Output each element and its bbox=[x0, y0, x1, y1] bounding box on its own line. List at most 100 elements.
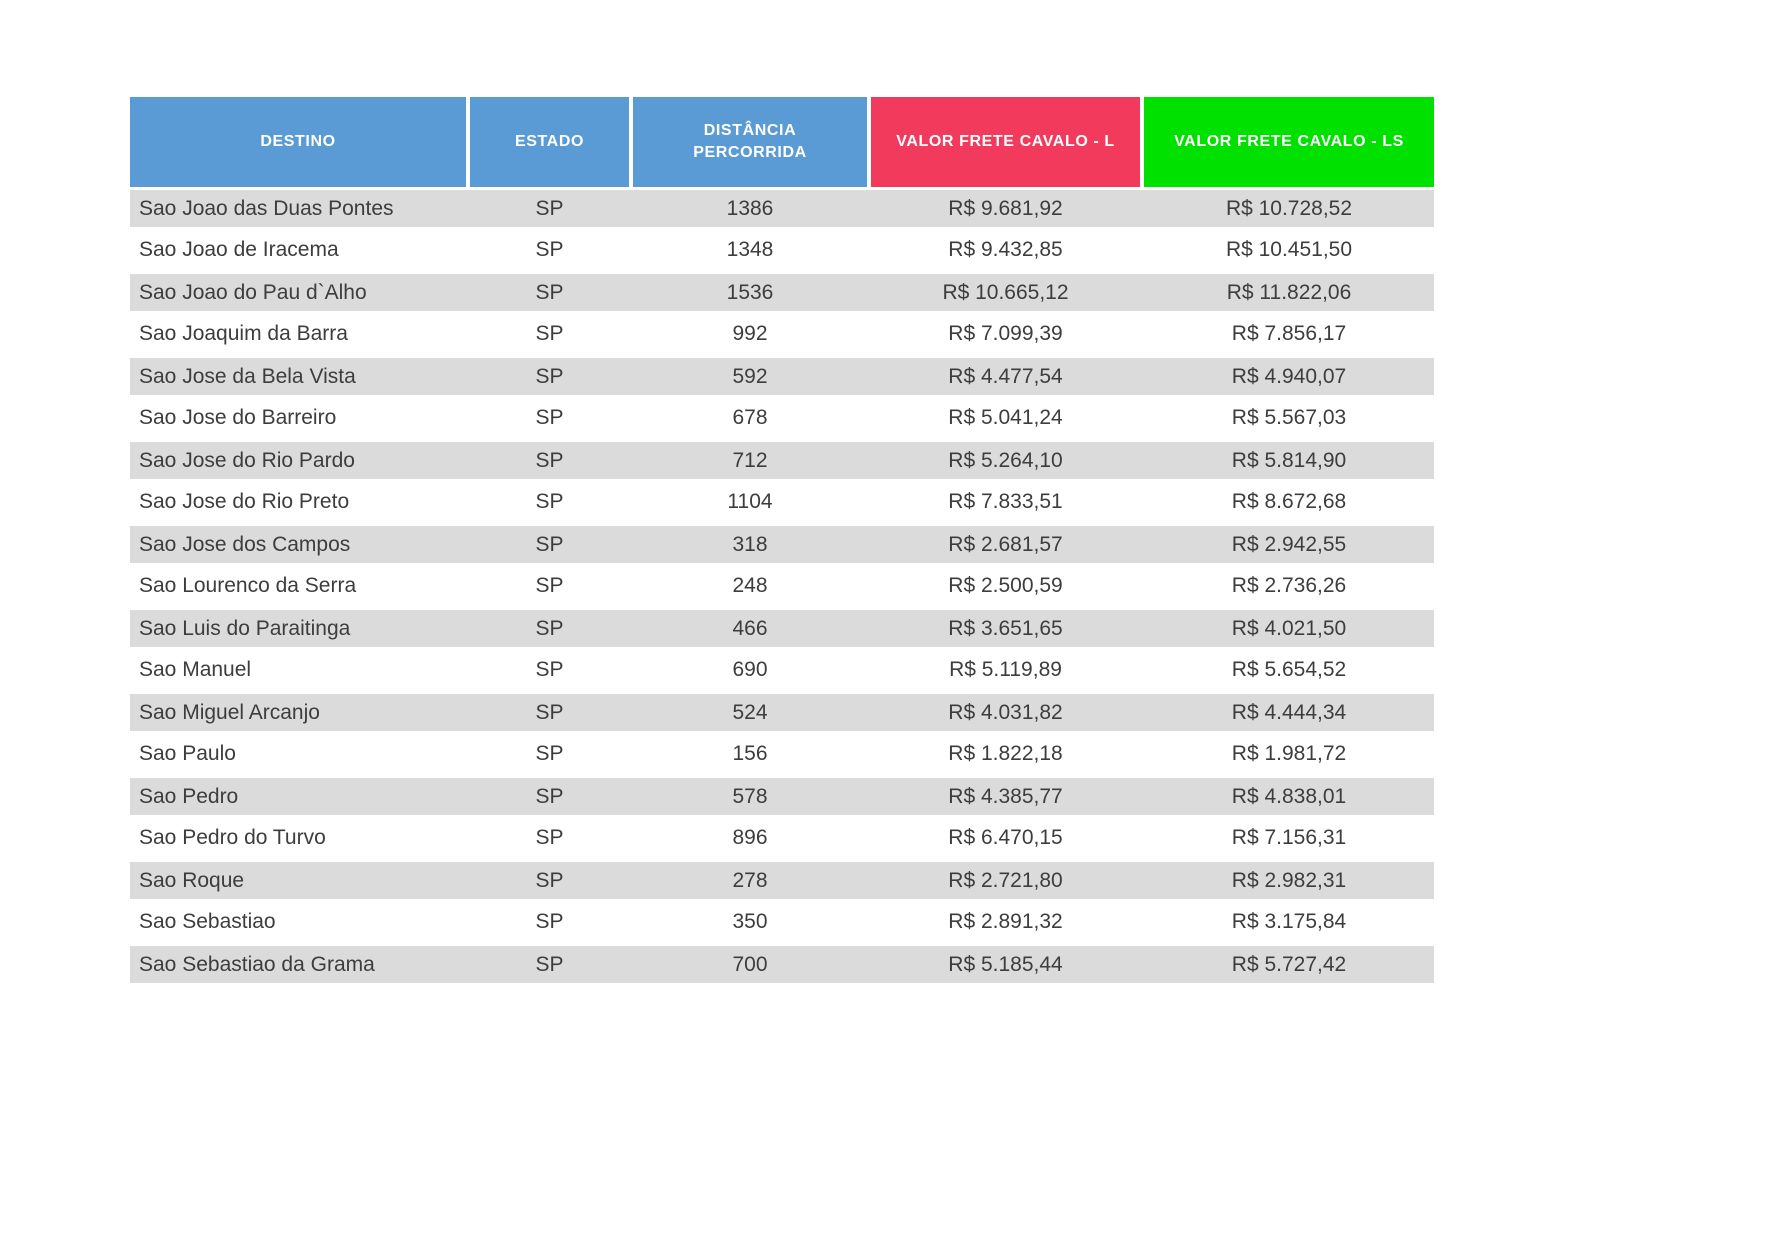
cell-estado: SP bbox=[535, 406, 564, 429]
cell-estado: SP bbox=[535, 490, 564, 513]
cell-destino: Sao Luis do Paraitinga bbox=[139, 616, 351, 640]
cell-destino: Sao Miguel Arcanjo bbox=[139, 700, 320, 724]
cell-distancia: 578 bbox=[732, 784, 768, 808]
cell-valor-ls: R$ 4.021,50 bbox=[1231, 616, 1347, 640]
cell-destino: Sao Sebastiao bbox=[139, 910, 276, 933]
table-row: Sao Manuel SP 690 R$ 5.119,89 R$ 5.654,52 bbox=[130, 649, 1434, 691]
cell-valor-ls: R$ 7.856,17 bbox=[1231, 322, 1347, 345]
cell-destino: Sao Jose da Bela Vista bbox=[139, 364, 356, 388]
cell-destino: Sao Roque bbox=[139, 868, 245, 892]
cell-valor-l: R$ 9.432,85 bbox=[948, 238, 1063, 261]
cell-distancia: 1536 bbox=[726, 280, 774, 304]
cell-estado: SP bbox=[535, 574, 564, 597]
cell-valor-ls: R$ 7.156,31 bbox=[1231, 826, 1347, 849]
cell-destino: Sao Jose dos Campos bbox=[139, 532, 351, 556]
cell-valor-l: R$ 9.681,92 bbox=[948, 196, 1063, 220]
header-cell-valor-frete-cavalo-ls: VALOR FRETE CAVALO - LS bbox=[1144, 97, 1434, 187]
cell-estado: SP bbox=[535, 910, 564, 933]
table-row: Sao Sebastiao SP 350 R$ 2.891,32 R$ 3.175,84 bbox=[130, 901, 1434, 943]
cell-distancia: 992 bbox=[732, 322, 768, 345]
cell-valor-ls: R$ 4.444,34 bbox=[1231, 700, 1347, 724]
cell-distancia: 278 bbox=[732, 868, 768, 892]
cell-valor-l: R$ 5.264,10 bbox=[948, 448, 1063, 472]
table-row: Sao Lourenco da Serra SP 248 R$ 2.500,59 R$ … bbox=[130, 565, 1434, 607]
cell-valor-ls: R$ 10.451,50 bbox=[1225, 238, 1353, 261]
cell-valor-l: R$ 2.681,57 bbox=[948, 532, 1063, 556]
cell-distancia: 524 bbox=[732, 700, 768, 724]
table-row: Sao Jose do Rio Preto SP 1104 R$ 7.833,51 R$… bbox=[130, 481, 1434, 523]
cell-estado: SP bbox=[535, 280, 564, 304]
cell-estado: SP bbox=[535, 238, 564, 261]
cell-estado: SP bbox=[535, 448, 564, 472]
cell-distancia: 350 bbox=[732, 910, 768, 933]
cell-estado: SP bbox=[535, 868, 564, 892]
cell-valor-l: R$ 5.185,44 bbox=[948, 952, 1063, 976]
table-row: Sao Jose do Rio Pardo SP 712 R$ 5.264,10 R$ … bbox=[130, 439, 1434, 481]
cell-valor-l: R$ 2.500,59 bbox=[948, 574, 1063, 597]
table-row: Sao Joaquim da Barra SP 992 R$ 7.099,39 R$ 7… bbox=[130, 313, 1434, 355]
cell-distancia: 1348 bbox=[726, 238, 774, 261]
table-row: Sao Luis do Paraitinga SP 466 R$ 3.651,65 R$… bbox=[130, 607, 1434, 649]
cell-destino: Sao Sebastiao da Grama bbox=[139, 952, 375, 976]
cell-valor-l: R$ 7.833,51 bbox=[948, 490, 1063, 513]
cell-distancia: 700 bbox=[732, 952, 768, 976]
header-cell-distancia-percorrida: DISTÂNCIA PERCORRIDA bbox=[633, 97, 867, 187]
cell-valor-l: R$ 2.891,32 bbox=[948, 910, 1063, 933]
cell-distancia: 1386 bbox=[726, 196, 774, 220]
cell-distancia: 318 bbox=[732, 532, 768, 556]
cell-valor-ls: R$ 2.942,55 bbox=[1231, 532, 1347, 556]
cell-valor-l: R$ 3.651,65 bbox=[948, 616, 1063, 640]
cell-distancia: 1104 bbox=[727, 490, 773, 513]
table-row: Sao Joao do Pau d`Alho SP 1536 R$ 10.665,12… bbox=[130, 271, 1434, 313]
table-row: Sao Jose do Barreiro SP 678 R$ 5.041,24 R$ 5… bbox=[130, 397, 1434, 439]
cell-destino: Sao Jose do Rio Pardo bbox=[139, 448, 355, 472]
header-cell-valor-frete-cavalo-l: VALOR FRETE CAVALO - L bbox=[871, 97, 1140, 187]
cell-valor-l: R$ 10.665,12 bbox=[942, 280, 1069, 304]
cell-destino: Sao Pedro do Turvo bbox=[139, 826, 326, 849]
cell-estado: SP bbox=[535, 364, 564, 388]
cell-valor-ls: R$ 4.940,07 bbox=[1231, 364, 1347, 388]
table-row: Sao Joao de Iracema SP 1348 R$ 9.432,85 R$ 1… bbox=[130, 229, 1434, 271]
cell-valor-ls: R$ 4.838,01 bbox=[1231, 784, 1347, 808]
table-row: Sao Sebastiao da Grama SP 700 R$ 5.185,44 R$… bbox=[130, 943, 1434, 985]
cell-valor-l: R$ 5.041,24 bbox=[948, 406, 1063, 429]
cell-valor-ls: R$ 5.727,42 bbox=[1231, 952, 1347, 976]
cell-valor-ls: R$ 5.567,03 bbox=[1231, 406, 1347, 429]
cell-valor-l: R$ 6.470,15 bbox=[948, 826, 1063, 849]
cell-destino: Sao Joao das Duas Pontes bbox=[139, 196, 394, 220]
cell-valor-l: R$ 7.099,39 bbox=[948, 322, 1063, 345]
cell-destino: Sao Joao do Pau d`Alho bbox=[139, 280, 367, 304]
cell-distancia: 156 bbox=[732, 742, 768, 765]
cell-estado: SP bbox=[535, 196, 564, 220]
cell-distancia: 896 bbox=[732, 826, 768, 849]
cell-valor-ls: R$ 5.654,52 bbox=[1231, 658, 1347, 681]
cell-destino: Sao Joaquim da Barra bbox=[139, 322, 348, 345]
cell-valor-l: R$ 4.031,82 bbox=[948, 700, 1063, 724]
cell-valor-ls: R$ 8.672,68 bbox=[1231, 490, 1347, 513]
cell-valor-ls: R$ 5.814,90 bbox=[1231, 448, 1347, 472]
cell-estado: SP bbox=[535, 952, 564, 976]
cell-valor-l: R$ 5.119,89 bbox=[949, 658, 1062, 681]
cell-valor-ls: R$ 1.981,72 bbox=[1231, 742, 1347, 765]
cell-valor-ls: R$ 10.728,52 bbox=[1225, 196, 1353, 220]
cell-valor-ls: R$ 11.822,06 bbox=[1226, 280, 1352, 304]
cell-estado: SP bbox=[535, 700, 564, 724]
table-row: Sao Jose dos Campos SP 318 R$ 2.681,57 R$ 2.… bbox=[130, 523, 1434, 565]
cell-valor-l: R$ 4.385,77 bbox=[948, 784, 1063, 808]
cell-destino: Sao Paulo bbox=[139, 742, 236, 765]
cell-distancia: 678 bbox=[732, 406, 768, 429]
cell-estado: SP bbox=[535, 826, 564, 849]
cell-estado: SP bbox=[535, 742, 564, 765]
freight-table: DESTINO ESTADO DISTÂNCIA PERCORRIDA VALO… bbox=[130, 97, 1434, 985]
cell-estado: SP bbox=[535, 322, 564, 345]
table-row: Sao Pedro do Turvo SP 896 R$ 6.470,15 R$ 7.1… bbox=[130, 817, 1434, 859]
cell-valor-ls: R$ 2.736,26 bbox=[1231, 574, 1347, 597]
cell-distancia: 592 bbox=[732, 364, 768, 388]
cell-estado: SP bbox=[535, 532, 564, 556]
header-cell-estado: ESTADO bbox=[470, 97, 629, 187]
table-row: Sao Joao das Duas Pontes SP 1386 R$ 9.681,9… bbox=[130, 187, 1434, 229]
table-row: Sao Jose da Bela Vista SP 592 R$ 4.477,54 R$… bbox=[130, 355, 1434, 397]
cell-destino: Sao Pedro bbox=[139, 784, 239, 808]
cell-distancia: 466 bbox=[732, 616, 768, 640]
